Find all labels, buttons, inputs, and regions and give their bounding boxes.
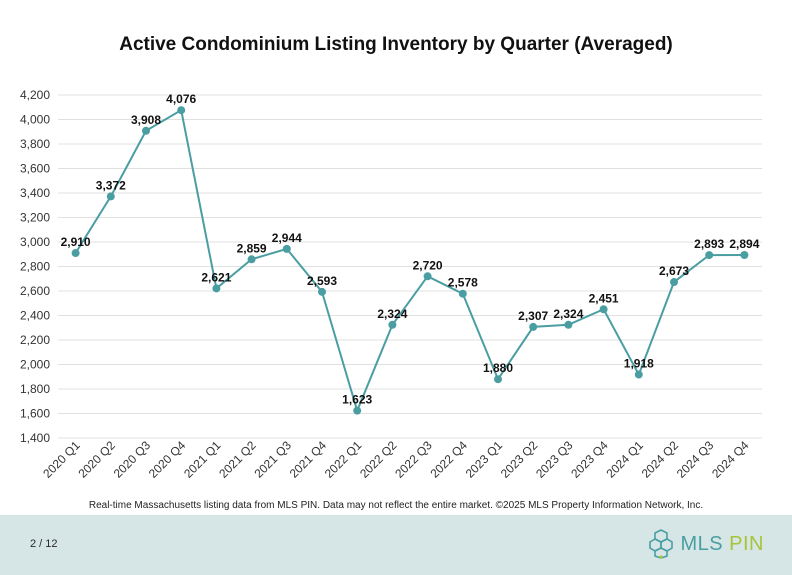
x-tick-label: 2024 Q2 (639, 438, 682, 481)
data-point (71, 249, 80, 258)
y-tick-label: 1,400 (20, 431, 50, 445)
x-tick-label: 2022 Q3 (392, 438, 435, 481)
y-tick-label: 1,600 (20, 407, 50, 421)
y-tick-label: 3,200 (20, 211, 50, 225)
data-point (212, 284, 221, 293)
x-tick-label: 2024 Q1 (603, 438, 646, 481)
data-label: 2,894 (729, 237, 759, 251)
x-tick-label: 2022 Q1 (322, 438, 365, 481)
data-label: 2,324 (377, 307, 407, 321)
x-tick-label: 2024 Q3 (674, 438, 717, 481)
data-point (388, 320, 397, 329)
data-label: 2,893 (694, 237, 724, 251)
x-tick-label: 2022 Q4 (427, 438, 470, 481)
x-tick-label: 2020 Q2 (75, 438, 118, 481)
y-tick-label: 3,800 (20, 137, 50, 151)
data-label: 1,623 (342, 393, 372, 407)
data-point (106, 192, 115, 201)
data-labels: 2,910 3,372 3,908 4,076 2,621 2,859 2,944 2,593… (61, 92, 760, 406)
data-point (353, 406, 362, 415)
data-points (71, 106, 749, 415)
data-label: 2,859 (237, 241, 267, 255)
data-point (494, 375, 502, 384)
logo-wordmark: MLS PIN (680, 532, 764, 555)
data-point (318, 287, 326, 296)
x-tick-label: 2023 Q1 (463, 438, 506, 481)
data-label: 3,908 (131, 113, 161, 127)
data-label: 3,372 (96, 178, 126, 192)
x-tick-label: 2024 Q4 (709, 438, 752, 481)
y-tick-label: 2,600 (20, 284, 50, 298)
x-tick-label: 2021 Q4 (287, 438, 330, 481)
data-point (529, 322, 538, 331)
y-tick-label: 2,000 (20, 358, 50, 372)
y-tick-label: 2,200 (20, 333, 50, 347)
data-point (564, 320, 573, 329)
x-tick-label: 2020 Q3 (111, 438, 154, 481)
data-label: 2,720 (413, 258, 443, 272)
x-tick-label: 2023 Q3 (533, 438, 576, 481)
data-label: 1,880 (483, 361, 513, 375)
x-tick-label: 2021 Q2 (216, 438, 259, 481)
series-line (74, 108, 745, 414)
y-tick-label: 1,800 (20, 382, 50, 396)
x-tick-label: 2021 Q1 (181, 438, 224, 481)
y-tick-label: 3,600 (20, 162, 50, 176)
data-label: 2,451 (589, 291, 619, 305)
data-point (247, 255, 256, 264)
data-label: 2,307 (518, 309, 548, 323)
data-label: 1,918 (624, 357, 654, 371)
data-label: 2,324 (553, 307, 583, 321)
x-tick-label: 2021 Q3 (251, 438, 294, 481)
data-label: 4,076 (166, 92, 196, 106)
x-tick-label: 2023 Q4 (568, 438, 611, 481)
data-point (458, 289, 467, 298)
y-tick-label: 4,200 (20, 88, 50, 102)
network-molecule-icon (649, 529, 674, 559)
y-tick-label: 3,000 (20, 235, 50, 249)
data-point (282, 244, 291, 253)
page-number: 2 / 12 (30, 538, 58, 550)
data-point (177, 106, 186, 115)
y-axis-ticks: 1,400 1,600 1,800 2,000 2,200 2,400 2,600 2,800… (20, 88, 50, 445)
line-chart: 1,400 1,600 1,800 2,000 2,200 2,400 2,600 2,800… (20, 88, 762, 481)
y-tick-label: 3,400 (20, 186, 50, 200)
chart-title: Active Condominium Listing Inventory by … (119, 34, 673, 55)
data-label: 2,621 (201, 270, 231, 284)
x-tick-label: 2020 Q4 (146, 438, 189, 481)
data-label: 2,944 (272, 231, 302, 245)
y-tick-label: 2,400 (20, 309, 50, 323)
data-point (142, 126, 150, 135)
data-label: 2,593 (307, 274, 337, 288)
data-point (423, 272, 432, 281)
data-point (599, 305, 608, 314)
footer-bar: 2 / 12 MLS PIN (0, 515, 792, 575)
y-tick-label: 4,000 (20, 113, 50, 127)
data-label: 2,910 (61, 235, 91, 249)
gridlines (58, 94, 762, 439)
x-tick-label: 2022 Q2 (357, 438, 400, 481)
data-point (634, 370, 643, 379)
data-point (705, 251, 714, 260)
data-point (740, 250, 749, 259)
data-label: 2,673 (659, 264, 689, 278)
data-point (670, 278, 678, 287)
x-tick-label: 2023 Q2 (498, 438, 541, 481)
data-label: 2,578 (448, 276, 478, 290)
mls-pin-logo: MLS PIN (646, 529, 764, 559)
y-tick-label: 2,800 (20, 260, 50, 274)
footnote: Real-time Massachusetts listing data fro… (88, 500, 704, 511)
